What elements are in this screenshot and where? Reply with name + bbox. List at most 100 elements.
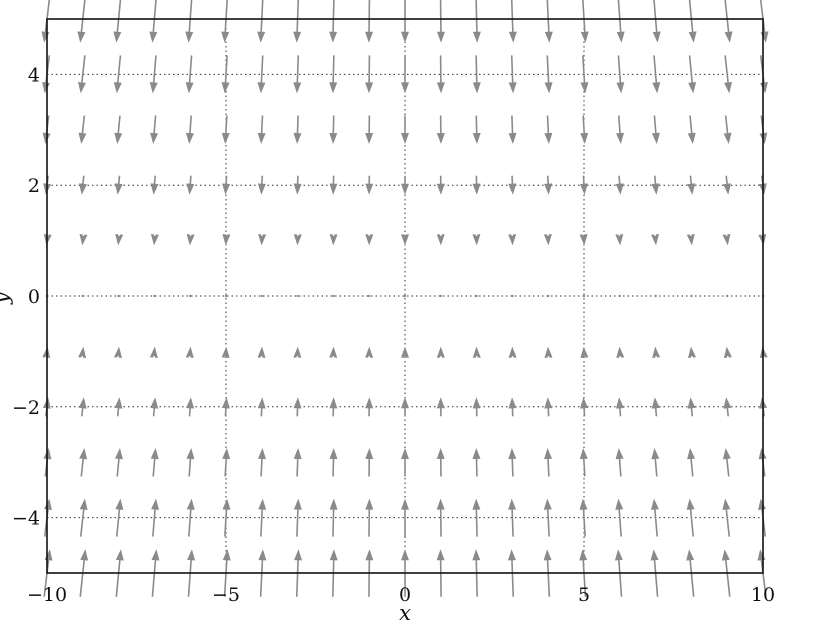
arrow-mark [257,0,266,43]
arrow-mark [580,397,589,417]
arrow-mark [365,234,374,246]
arrow-mark [436,447,445,477]
arrow-mark [258,498,267,537]
arrow-mark [293,55,302,94]
arrow-mark [221,55,230,94]
arrow-mark [759,0,769,43]
x-tick-label: −10 [27,584,67,606]
arrow-mark [79,447,88,477]
arrow-mark [544,115,553,145]
arrow-mark [508,234,517,246]
arrow-mark [401,55,409,94]
arrow-mark [651,397,660,417]
arrow-mark [293,234,302,246]
arrow-mark [368,294,371,298]
arrow-mark [401,115,409,145]
arrow-mark [150,447,159,477]
arrow-mark [722,498,731,537]
arrow-mark [185,55,194,94]
arrow-mark [224,294,228,298]
arrow-mark [115,549,124,597]
arrow-mark [615,397,624,417]
arrow-mark [78,175,87,195]
arrow-mark [687,115,696,145]
arrow-mark [544,447,553,477]
arrow-mark [221,115,230,145]
arrow-mark [81,294,85,298]
y-tick-label: 4 [28,64,40,86]
arrow-mark [615,447,624,477]
arrow-mark [257,397,266,417]
arrow-mark [579,234,588,246]
arrow-mark [436,498,445,537]
arrow-mark [79,233,88,246]
arrow-mark [690,294,693,298]
arrow-mark [724,55,733,94]
arrow-mark [508,0,517,43]
arrow-mark [508,175,517,195]
arrow-mark [365,55,374,94]
arrow-mark [114,447,123,477]
arrow-mark [723,115,732,145]
arrow-mark [472,447,481,477]
arrow-mark [186,175,195,195]
x-tick-label: 10 [751,584,775,606]
arrow-mark [508,346,517,358]
arrow-mark [401,397,409,417]
arrow-mark [185,115,194,145]
arrow-mark [189,294,192,298]
arrow-mark [365,0,374,43]
arrow-mark [293,346,302,358]
arrow-mark [654,294,657,298]
x-tick-label: 0 [399,584,411,606]
arrow-mark [651,175,660,195]
arrow-mark [472,175,481,195]
arrow-mark [296,294,299,298]
arrow-mark [293,115,302,145]
arrow-mark [722,233,731,246]
arrow-mark [511,294,514,298]
arrow-mark [436,397,445,417]
arrow-mark [151,498,160,537]
arrow-mark [257,55,266,94]
arrow-mark [472,346,481,358]
arrow-mark [365,498,374,537]
arrow-mark [651,234,660,246]
arrow-mark [436,234,445,246]
arrow-mark [78,115,87,145]
arrow-mark [42,55,51,94]
arrow-mark [151,549,160,597]
arrow-mark [293,498,302,537]
arrow-mark [222,447,231,477]
x-tick-label: 5 [578,584,590,606]
arrow-mark [113,55,122,94]
arrow-mark [221,0,230,43]
arrow-mark [652,55,661,94]
arrow-mark [616,0,625,43]
arrow-mark [43,498,52,537]
y-tick-label: −4 [12,508,40,530]
arrow-mark [186,447,195,477]
arrow-mark [508,447,517,477]
arrow-mark [580,115,589,145]
arrow-mark [114,115,123,145]
arrow-mark [150,115,159,145]
arrow-mark [582,294,586,298]
arrow-mark [475,294,478,298]
arrow-mark [726,294,729,298]
arrow-mark [650,549,659,597]
arrow-mark [187,549,196,597]
arrow-mark [436,0,445,43]
arrow-mark [150,234,159,246]
arrow-mark [257,115,266,145]
arrow-mark [618,294,621,298]
arrow-mark [185,346,194,358]
arrow-mark [580,0,589,43]
arrow-mark [688,346,696,358]
arrow-mark [186,397,195,417]
arrow-mark [544,55,553,94]
arrow-mark [41,0,51,43]
arrow-mark [722,447,731,477]
arrow-mark [117,294,120,298]
arrow-mark [723,175,732,195]
